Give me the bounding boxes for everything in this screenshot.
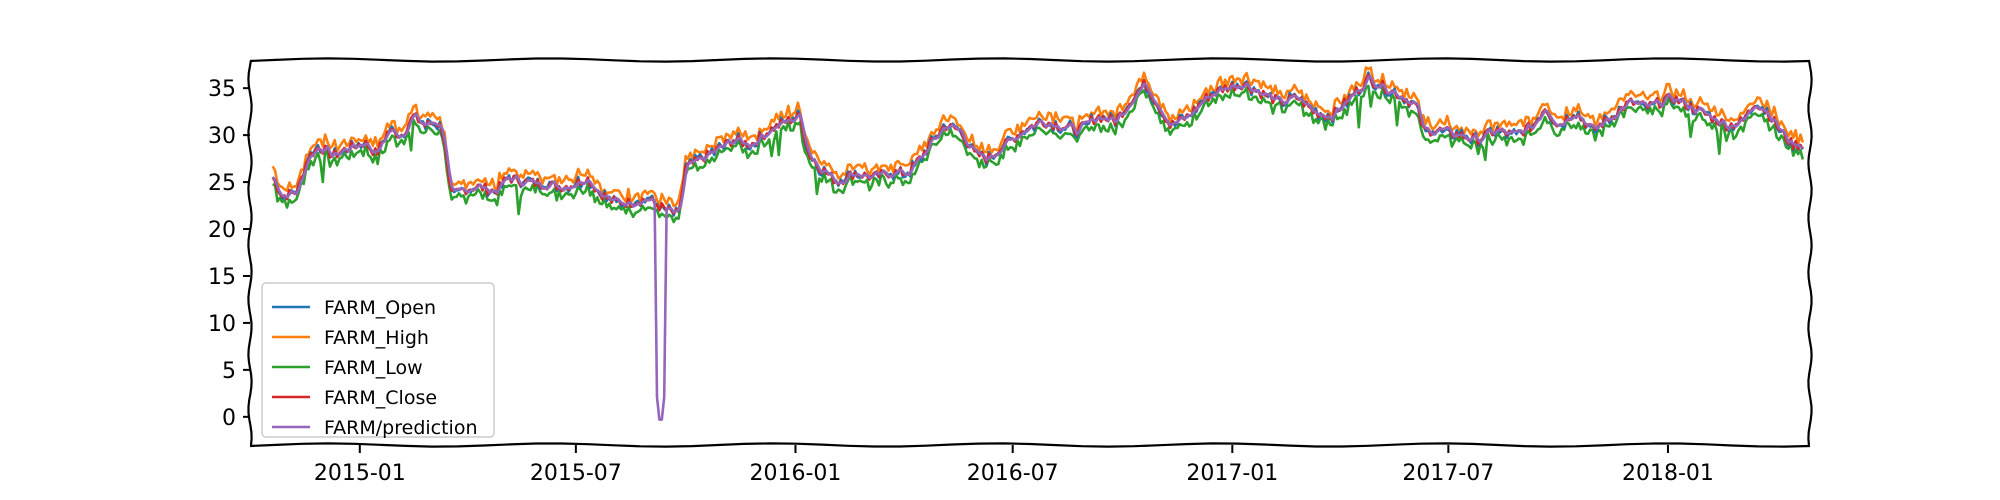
legend-label: FARM_Low bbox=[324, 357, 423, 379]
axis-spine-right bbox=[1807, 59, 1813, 446]
series-line-high bbox=[271, 66, 1805, 208]
y-tick-label: 0 bbox=[222, 406, 236, 431]
x-tick-label: 2016-07 bbox=[967, 461, 1059, 486]
axis-spine-bottom bbox=[249, 442, 1811, 448]
y-tick-label: 15 bbox=[208, 265, 236, 290]
y-tick-label: 5 bbox=[222, 359, 236, 384]
y-tick-label: 20 bbox=[208, 218, 236, 243]
legend-box bbox=[261, 282, 495, 438]
axis-spine-left bbox=[247, 59, 253, 446]
x-tick-label: 2018-01 bbox=[1622, 461, 1714, 486]
y-tick-label: 25 bbox=[208, 171, 236, 196]
x-axis: 2015-01 2015-07 2016-01 2016-07 2017-01 2017-… bbox=[314, 445, 1714, 486]
x-tick-label: 2017-07 bbox=[1402, 461, 1494, 486]
x-tick-label: 2017-01 bbox=[1186, 461, 1278, 486]
x-tick-label: 2015-01 bbox=[314, 461, 406, 486]
axes-frame bbox=[247, 57, 1813, 448]
series-layer bbox=[271, 66, 1805, 421]
y-axis: 0 5 10 15 20 25 30 35 bbox=[208, 77, 250, 431]
legend-label: FARM/prediction bbox=[324, 417, 478, 439]
legend-label: FARM_High bbox=[324, 327, 429, 349]
series-line-low bbox=[272, 84, 1805, 224]
legend-label: FARM_Close bbox=[324, 387, 437, 409]
legend: FARM_Open FARM_High FARM_Low FARM_Close FARM… bbox=[261, 282, 495, 439]
series-line-prediction bbox=[271, 75, 1803, 421]
y-tick-label: 35 bbox=[208, 77, 236, 102]
y-tick-label: 30 bbox=[208, 124, 236, 149]
y-tick-label: 10 bbox=[208, 312, 236, 337]
x-tick-label: 2016-01 bbox=[750, 461, 842, 486]
x-tick-label: 2015-07 bbox=[530, 461, 622, 486]
axis-spine-top bbox=[249, 57, 1811, 63]
legend-label: FARM_Open bbox=[324, 297, 436, 319]
